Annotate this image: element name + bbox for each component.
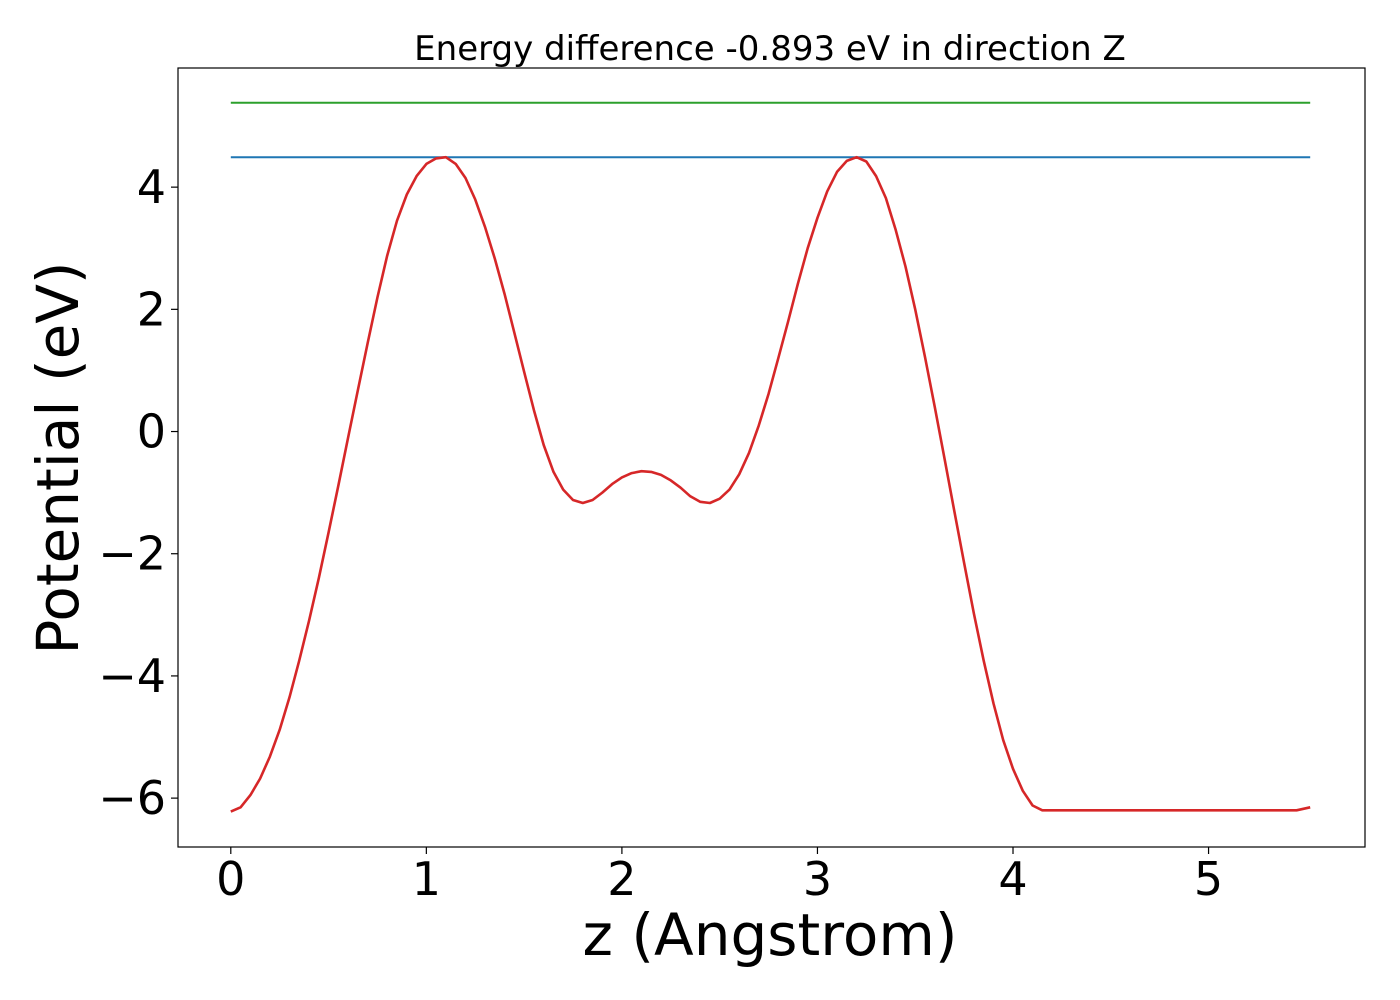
y-tick-label: 4 [137,160,166,214]
potential-curve [230,155,1311,813]
y-axis-ticks: −6 −4 −2 0 2 4 [98,160,178,825]
y-tick-label: −4 [98,649,166,703]
x-tick-label: 2 [607,852,636,906]
y-tick-label: 0 [137,405,166,459]
x-axis-label: z (Angstrom) [583,901,958,969]
plot-area [230,101,1311,813]
x-tick-label: 3 [803,852,832,906]
x-tick-label: 0 [216,852,245,906]
axes-frame [177,67,1366,848]
x-tick-label: 5 [1194,852,1223,906]
y-axis-label: Potential (eV) [24,261,92,654]
x-tick-label: 4 [998,852,1027,906]
x-tick-label: 1 [412,852,441,906]
y-tick-label: −2 [98,527,166,581]
y-tick-label: −6 [98,771,166,825]
chart-title: Energy difference -0.893 eV in direction… [414,29,1126,69]
x-axis-ticks: 0 1 2 3 4 5 [216,847,1223,906]
y-tick-label: 2 [137,282,166,336]
